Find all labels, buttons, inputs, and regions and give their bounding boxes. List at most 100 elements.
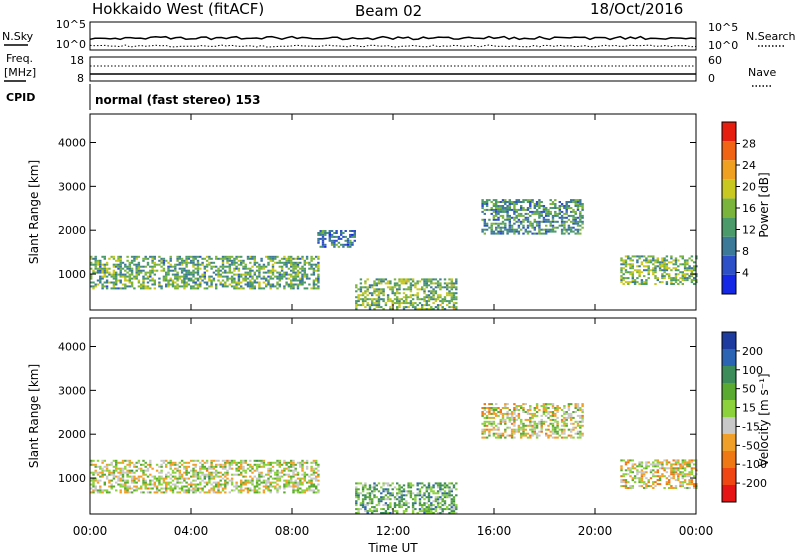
echo-cell xyxy=(439,284,442,287)
echo-cell xyxy=(547,208,550,211)
colorbar-swatch xyxy=(722,434,736,451)
echo-cell xyxy=(563,436,566,439)
echo-cell xyxy=(560,224,564,227)
echo-cell xyxy=(368,492,372,495)
echo-cell xyxy=(130,471,134,474)
echo-cell xyxy=(690,255,694,258)
echo-cell xyxy=(121,475,125,478)
y-tick-label: 1000 xyxy=(58,268,86,281)
echo-region-1 xyxy=(355,482,458,514)
echo-cell xyxy=(506,232,509,235)
echo-cell xyxy=(448,494,451,497)
echo-cell xyxy=(92,459,95,462)
echo-cell xyxy=(506,426,509,429)
echo-cell xyxy=(290,465,293,468)
echo-cell xyxy=(427,290,431,293)
echo-cell xyxy=(153,483,156,486)
echo-cell xyxy=(450,292,453,295)
echo-cell xyxy=(208,277,211,280)
echo-cell xyxy=(251,483,254,486)
echo-cell xyxy=(292,487,295,490)
echo-cell xyxy=(121,485,125,488)
echo-cell xyxy=(253,271,256,274)
echo-cell xyxy=(283,273,286,276)
echo-cell xyxy=(515,407,518,409)
echo-cell xyxy=(190,255,193,258)
echo-cell xyxy=(265,277,268,280)
echo-cell xyxy=(96,489,100,492)
echo-cell xyxy=(647,267,650,270)
echo-cell xyxy=(219,265,222,268)
echo-cell xyxy=(99,491,102,494)
echo-cell xyxy=(645,279,648,282)
freq-right-tick-top: 60 xyxy=(708,54,722,67)
echo-cell xyxy=(140,463,143,466)
echo-cell xyxy=(576,203,580,205)
echo-cell xyxy=(647,461,650,464)
echo-cell xyxy=(517,405,521,407)
echo-cell xyxy=(672,487,675,489)
echo-cell xyxy=(504,208,507,211)
echo-cell xyxy=(652,255,655,258)
echo-cell xyxy=(488,420,491,423)
echo-cell xyxy=(258,265,261,268)
echo-cell xyxy=(244,265,247,268)
echo-cell xyxy=(526,411,530,413)
echo-cell xyxy=(661,475,664,478)
echo-cell xyxy=(389,298,392,301)
echo-cell xyxy=(483,432,486,435)
echo-cell xyxy=(443,286,447,289)
echo-cell xyxy=(434,498,438,501)
echo-cell xyxy=(674,459,678,462)
echo-cell xyxy=(149,487,152,490)
echo-cell xyxy=(255,463,259,466)
echo-cell xyxy=(105,267,109,270)
echo-cell xyxy=(124,263,127,266)
echo-cell xyxy=(119,257,122,260)
echo-cell xyxy=(668,277,671,280)
echo-cell xyxy=(90,261,93,264)
echo-cell xyxy=(105,281,109,284)
echo-cell xyxy=(171,281,175,284)
echo-cell xyxy=(165,463,168,466)
echo-cell xyxy=(450,278,453,281)
echo-cell xyxy=(529,222,532,225)
echo-cell xyxy=(149,479,152,482)
echo-cell xyxy=(640,281,644,284)
echo-cell xyxy=(103,459,106,462)
echo-cell xyxy=(269,491,272,494)
echo-cell xyxy=(176,259,179,262)
echo-cell xyxy=(190,481,193,484)
echo-cell xyxy=(545,212,548,215)
echo-cell xyxy=(554,226,557,229)
echo-cell xyxy=(251,467,254,470)
echo-cell xyxy=(656,279,659,282)
echo-cell xyxy=(121,477,125,480)
echo-cell xyxy=(137,273,141,276)
echo-region-2 xyxy=(355,278,458,310)
echo-cell xyxy=(194,263,197,266)
echo-cell xyxy=(430,282,433,285)
echo-cell xyxy=(665,467,669,470)
echo-cell xyxy=(533,212,536,215)
echo-cell xyxy=(249,475,252,478)
echo-cell xyxy=(570,207,573,209)
echo-cell xyxy=(361,500,365,503)
echo-cell xyxy=(361,292,365,295)
echo-cell xyxy=(430,506,433,509)
echo-cell xyxy=(681,275,684,278)
echo-cell xyxy=(368,494,372,497)
echo-cell xyxy=(174,487,177,490)
echo-cell xyxy=(529,203,532,205)
echo-cell xyxy=(665,463,669,466)
echo-cell xyxy=(624,473,628,476)
echo-cell xyxy=(443,486,447,489)
echo-cell xyxy=(190,273,193,276)
echo-cell xyxy=(384,512,388,514)
echo-cell xyxy=(119,471,122,474)
echo-cell xyxy=(192,285,195,288)
echo-cell xyxy=(167,265,170,268)
echo-cell xyxy=(488,432,491,435)
echo-cell xyxy=(167,281,170,284)
echo-cell xyxy=(260,257,263,260)
